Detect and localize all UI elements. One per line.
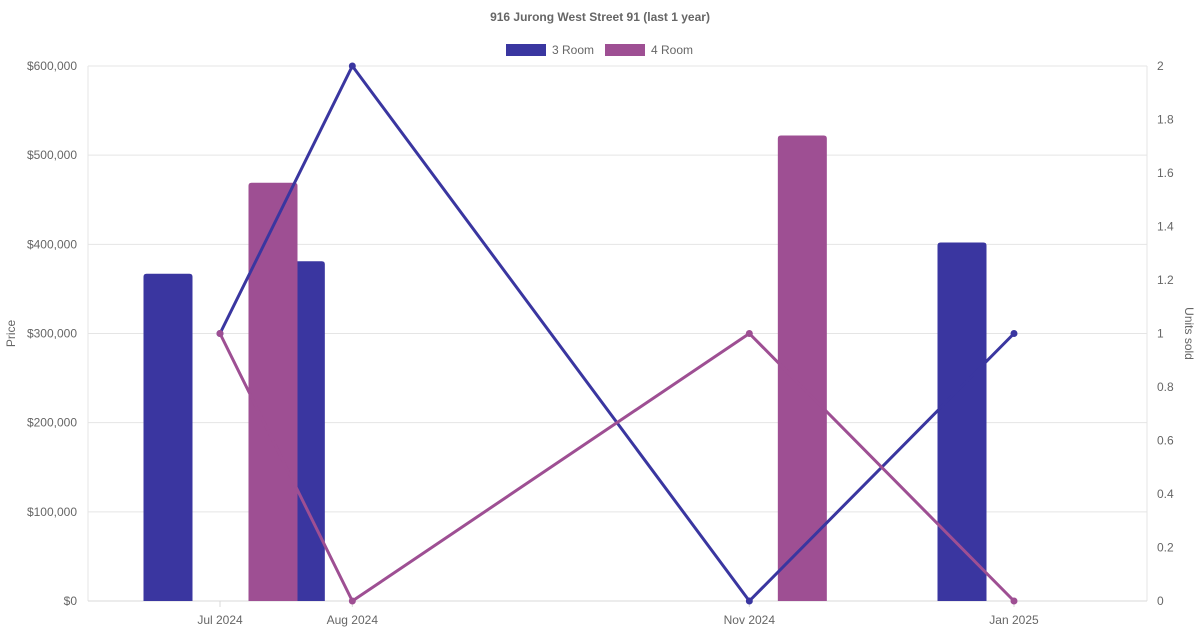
y-right-tick-label: 0.6 — [1157, 434, 1174, 448]
y-left-tick-label: $200,000 — [27, 416, 77, 430]
units-point-4-room — [216, 330, 224, 337]
x-tick-label: Nov 2024 — [724, 613, 776, 627]
units-point-4-room — [745, 330, 753, 337]
y-right-tick-label: 2 — [1157, 59, 1164, 73]
price-bar-3-room — [937, 242, 987, 602]
y-left-tick-label: $400,000 — [27, 237, 77, 251]
units-point-4-room — [348, 597, 356, 605]
y-right-tick-label: 1.4 — [1157, 220, 1174, 234]
y-left-axis-title: Price — [4, 320, 18, 348]
y-right-axis-title: Units sold — [1182, 307, 1196, 360]
units-point-3-room — [745, 597, 753, 605]
x-tick-label: Jan 2025 — [989, 613, 1039, 627]
y-right-tick-label: 0.4 — [1157, 487, 1174, 501]
y-left-tick-label: $300,000 — [27, 327, 77, 341]
chart-title: 916 Jurong West Street 91 (last 1 year) — [490, 10, 710, 24]
units-point-4-room — [1010, 597, 1018, 605]
y-right-tick-label: 1 — [1157, 327, 1164, 341]
y-left-tick-label: $100,000 — [27, 505, 77, 519]
y-right-tick-label: 0.8 — [1157, 380, 1174, 394]
legend-label: 3 Room — [552, 43, 594, 57]
units-point-3-room — [1010, 330, 1018, 337]
x-tick-label: Jul 2024 — [197, 613, 243, 627]
units-point-3-room — [348, 62, 356, 70]
y-left-tick-label: $0 — [64, 594, 78, 608]
legend-label: 4 Room — [651, 43, 693, 57]
legend-swatch-3-room — [506, 44, 546, 56]
y-right-tick-label: 1.2 — [1157, 273, 1174, 287]
price-bar-3-room — [143, 273, 193, 601]
price-bar-4-room — [777, 135, 827, 602]
y-right-tick-label: 0 — [1157, 594, 1164, 608]
x-tick-label: Aug 2024 — [327, 613, 379, 627]
y-right-tick-label: 1.6 — [1157, 166, 1174, 180]
price-bar-4-room — [248, 182, 298, 601]
units-line-4-room — [218, 332, 1016, 603]
y-right-tick-label: 0.2 — [1157, 541, 1174, 555]
y-left-tick-label: $500,000 — [27, 148, 77, 162]
y-left-tick-label: $600,000 — [27, 59, 77, 73]
legend-swatch-4-room — [605, 44, 645, 56]
y-right-tick-label: 1.8 — [1157, 113, 1174, 127]
